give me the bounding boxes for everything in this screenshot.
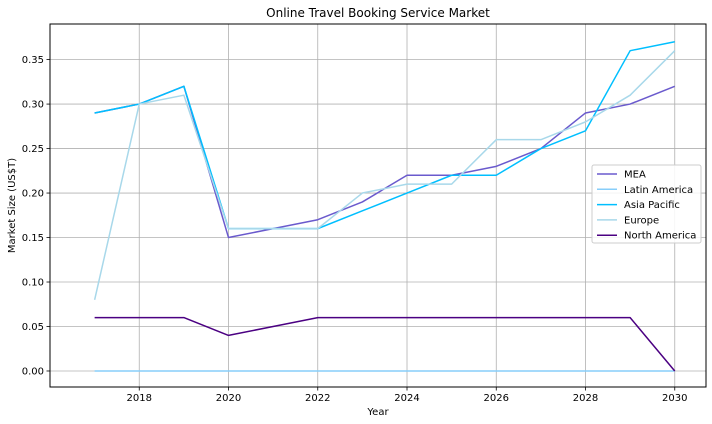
- plot-frame: [49, 23, 707, 388]
- series-line-north-america: [94, 316, 676, 372]
- legend-box: [591, 164, 702, 244]
- legend-entry-label: Latin America: [624, 185, 693, 196]
- series-line-asia-pacific: [94, 41, 675, 230]
- x-tick-label: 2018: [127, 393, 152, 404]
- legend-entry-label: MEA: [624, 170, 646, 181]
- y-tick-label: 0.30: [22, 100, 44, 111]
- y-tick-label: 0.05: [22, 322, 44, 333]
- y-tick-label: 0.20: [22, 189, 44, 200]
- x-tick-label: 2022: [305, 393, 330, 404]
- legend-entry-label: Asia Pacific: [624, 200, 680, 211]
- y-tick-label: 0.10: [22, 278, 44, 289]
- y-tick-label: 0.35: [22, 55, 44, 66]
- x-tick-label: 2024: [394, 393, 419, 404]
- x-axis-ticks: 2018 2020 2022 2024 2026 2028 2030: [127, 387, 687, 404]
- series-lines: [93, 41, 676, 372]
- y-tick-label: 0.00: [22, 366, 44, 377]
- y-tick-label: 0.15: [22, 233, 44, 244]
- legend-entry-label: North America: [624, 231, 696, 242]
- y-axis-label: Market Size (US$T): [7, 158, 18, 253]
- x-tick-label: 2020: [216, 393, 241, 404]
- legend: MEA Latin America Asia Pacific Europe North …: [591, 164, 702, 244]
- legend-entry-label: Europe: [624, 215, 659, 226]
- y-axis-ticks: 0.00 0.05 0.10 0.15 0.20 0.25 0.30 0.35: [22, 55, 50, 377]
- chart-title: Online Travel Booking Service Market: [266, 6, 490, 20]
- series-line-europe: [93, 50, 676, 300]
- x-tick-label: 2030: [662, 393, 687, 404]
- x-tick-label: 2028: [573, 393, 598, 404]
- grid: [50, 24, 706, 387]
- x-axis-label: Year: [366, 407, 389, 418]
- x-tick-label: 2026: [484, 393, 509, 404]
- y-tick-label: 0.25: [22, 144, 44, 155]
- series-line-mea: [94, 85, 676, 239]
